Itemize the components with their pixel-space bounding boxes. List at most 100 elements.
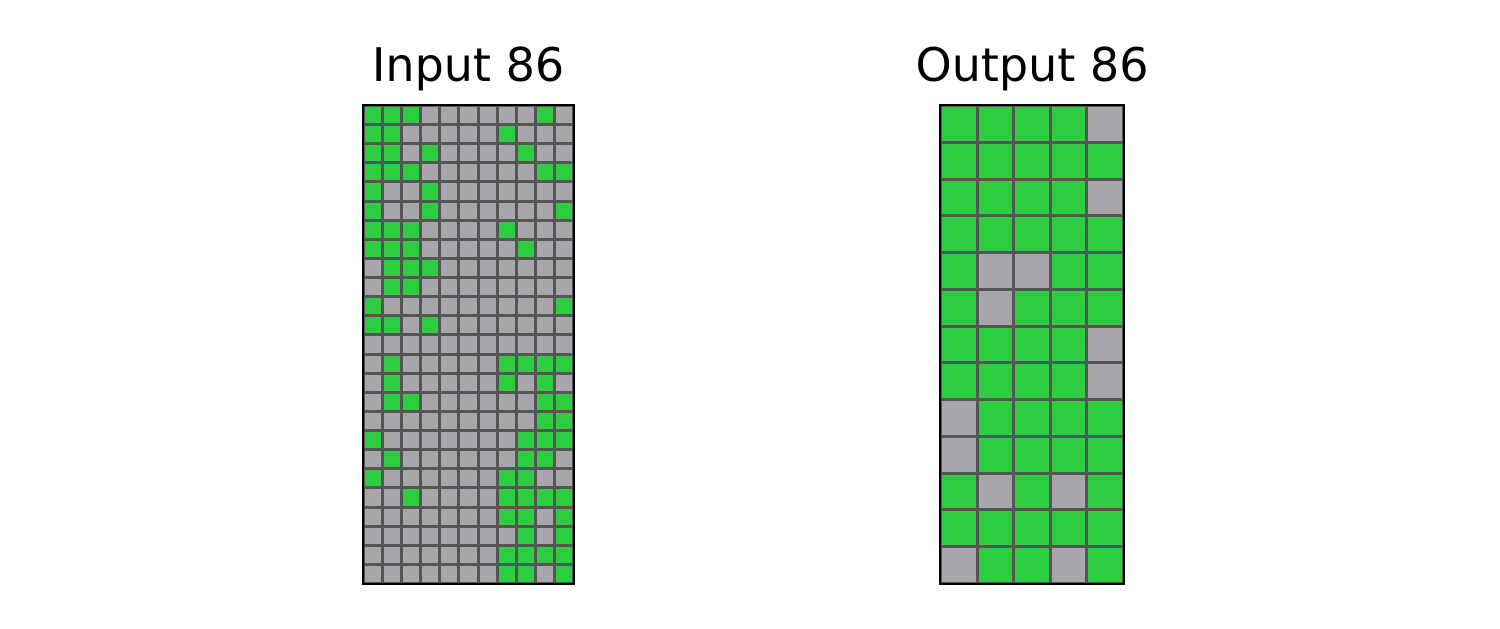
input-cell-r20-c6	[479, 489, 496, 506]
input-cell-r3-c6	[479, 164, 496, 181]
output-cell-r0-c1	[978, 107, 1013, 141]
input-cell-r13-c5	[460, 355, 477, 372]
input-cell-r21-c3	[422, 508, 439, 525]
output-cell-r1-c0	[942, 143, 976, 178]
output-cell-r6-c2	[1015, 327, 1049, 362]
input-cell-r12-c4	[441, 336, 458, 353]
input-cell-r18-c5	[460, 451, 477, 468]
input-cell-r20-c1	[384, 489, 401, 506]
input-cell-r24-c1	[384, 565, 401, 582]
input-cell-r22-c5	[460, 527, 477, 544]
output-cell-r5-c1	[978, 290, 1013, 325]
output-cell-r3-c3	[1051, 217, 1086, 252]
input-cell-r19-c4	[441, 470, 458, 487]
input-cell-r3-c0	[365, 164, 382, 181]
input-cell-r17-c6	[479, 432, 496, 449]
input-cell-r0-c8	[517, 107, 534, 124]
input-cell-r23-c9	[536, 546, 553, 563]
input-cell-r11-c4	[441, 317, 458, 334]
input-cell-r16-c8	[517, 412, 534, 430]
output-cell-r10-c0	[942, 474, 976, 509]
input-cell-r1-c6	[479, 126, 496, 143]
input-cell-r15-c3	[422, 393, 439, 410]
output-cell-r0-c3	[1051, 107, 1086, 141]
input-cell-r18-c10	[555, 451, 572, 468]
input-cell-r17-c7	[498, 432, 515, 449]
input-cell-r16-c4	[441, 412, 458, 430]
output-cell-r12-c4	[1088, 548, 1122, 582]
input-cell-r20-c3	[422, 489, 439, 506]
input-cell-r0-c6	[479, 107, 496, 124]
output-cell-r8-c1	[978, 401, 1013, 435]
input-cell-r3-c10	[555, 164, 572, 181]
input-cell-r4-c1	[384, 183, 401, 200]
input-cell-r16-c6	[479, 412, 496, 430]
input-cell-r22-c10	[555, 527, 572, 544]
input-cell-r2-c4	[441, 145, 458, 162]
input-cell-r19-c9	[536, 470, 553, 487]
input-cell-r24-c8	[517, 565, 534, 582]
input-cell-r1-c4	[441, 126, 458, 143]
input-cell-r24-c4	[441, 565, 458, 582]
input-cell-r10-c5	[460, 298, 477, 315]
input-cell-r8-c6	[479, 259, 496, 277]
input-cell-r17-c2	[403, 432, 420, 449]
input-cell-r3-c5	[460, 164, 477, 181]
input-cell-r7-c3	[422, 240, 439, 257]
input-cell-r20-c9	[536, 489, 553, 506]
input-cell-r3-c7	[498, 164, 515, 181]
output-cell-r1-c2	[1015, 143, 1049, 178]
input-cell-r14-c8	[517, 374, 534, 391]
input-cell-r23-c8	[517, 546, 534, 563]
input-cell-r2-c8	[517, 145, 534, 162]
input-cell-r1-c9	[536, 126, 553, 143]
input-cell-r21-c6	[479, 508, 496, 525]
input-cell-r17-c5	[460, 432, 477, 449]
input-cell-r3-c4	[441, 164, 458, 181]
input-cell-r8-c4	[441, 259, 458, 277]
input-cell-r5-c1	[384, 202, 401, 219]
input-cell-r19-c5	[460, 470, 477, 487]
input-cell-r24-c6	[479, 565, 496, 582]
input-cell-r15-c8	[517, 393, 534, 410]
input-cell-r0-c2	[403, 107, 420, 124]
output-cell-r9-c2	[1015, 437, 1049, 472]
input-cell-r5-c0	[365, 202, 382, 219]
input-cell-r9-c3	[422, 279, 439, 296]
input-cell-r11-c7	[498, 317, 515, 334]
input-cell-r20-c10	[555, 489, 572, 506]
input-cell-r5-c10	[555, 202, 572, 219]
input-cell-r5-c7	[498, 202, 515, 219]
input-title: Input 86	[371, 38, 565, 92]
input-cell-r24-c3	[422, 565, 439, 582]
input-cell-r6-c4	[441, 221, 458, 238]
input-cell-r22-c6	[479, 527, 496, 544]
input-cell-r12-c2	[403, 336, 420, 353]
input-cell-r4-c8	[517, 183, 534, 200]
input-cell-r1-c2	[403, 126, 420, 143]
input-cell-r6-c1	[384, 221, 401, 238]
input-cell-r19-c0	[365, 470, 382, 487]
input-cell-r2-c3	[422, 145, 439, 162]
input-cell-r22-c4	[441, 527, 458, 544]
input-cell-r1-c1	[384, 126, 401, 143]
input-cell-r2-c2	[403, 145, 420, 162]
input-cell-r11-c1	[384, 317, 401, 334]
output-cell-r2-c3	[1051, 180, 1086, 215]
output-cell-r9-c3	[1051, 437, 1086, 472]
output-cell-r10-c3	[1051, 474, 1086, 509]
input-cell-r0-c1	[384, 107, 401, 124]
input-cell-r2-c7	[498, 145, 515, 162]
output-cell-r12-c3	[1051, 548, 1086, 582]
input-cell-r16-c7	[498, 412, 515, 430]
input-cell-r18-c0	[365, 451, 382, 468]
input-cell-r22-c8	[517, 527, 534, 544]
input-cell-r23-c6	[479, 546, 496, 563]
input-cell-r7-c5	[460, 240, 477, 257]
input-cell-r18-c9	[536, 451, 553, 468]
input-cell-r11-c2	[403, 317, 420, 334]
input-cell-r20-c2	[403, 489, 420, 506]
input-cell-r3-c2	[403, 164, 420, 181]
input-cell-r3-c9	[536, 164, 553, 181]
input-cell-r18-c8	[517, 451, 534, 468]
